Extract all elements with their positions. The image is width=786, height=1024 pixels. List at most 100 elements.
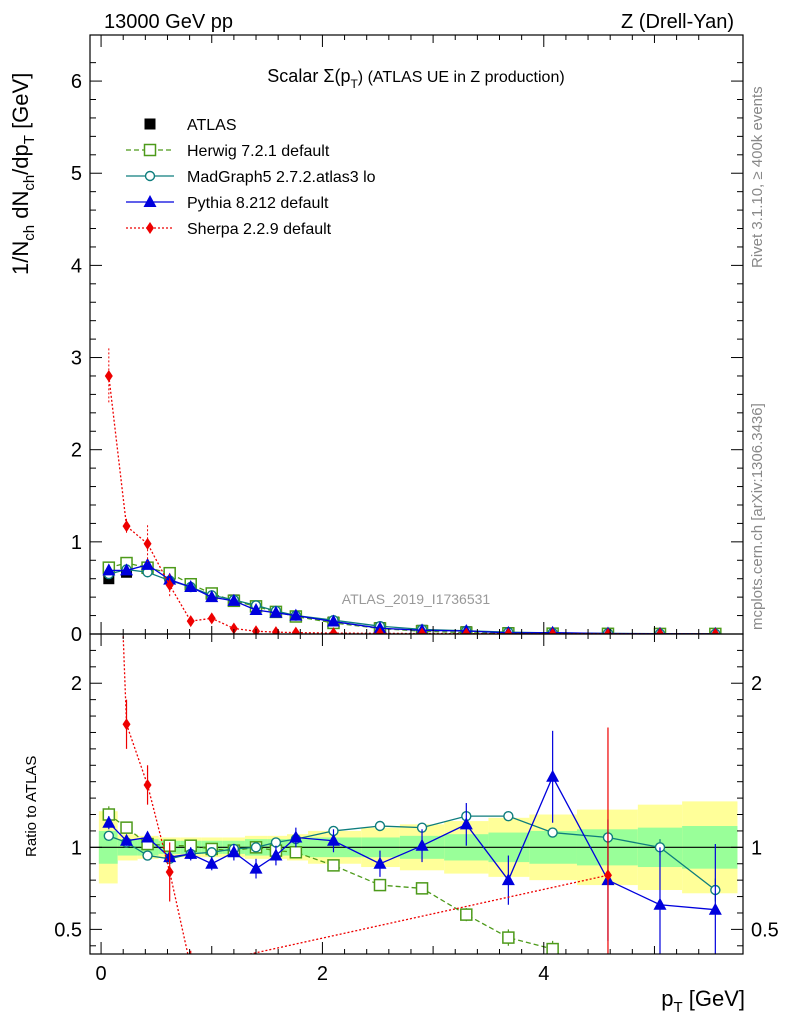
data-point [373,878,387,892]
data-point [546,942,559,954]
y-tick-label: 5 [71,163,82,185]
data-point [546,769,560,782]
data-point [501,873,515,886]
data-point [462,627,471,634]
data-point [326,614,340,627]
data-point [418,627,427,634]
y-tick-label: 1 [71,837,82,859]
y-tick-label: 0.5 [54,919,82,941]
data-point [249,861,263,874]
data-point [184,846,198,859]
data-point [122,718,131,731]
data-point [655,627,664,634]
data-point [327,859,340,872]
y-tick-label-right: 0.5 [751,919,779,941]
data-point [105,251,113,263]
data-point [227,845,241,858]
legend-entry-sherpa-2-2-9-default: Sherpa 2.2.9 default [126,221,332,238]
data-point [415,838,429,851]
legend-entry-pythia-8-212-default: Pythia 8.212 default [126,195,329,212]
data-point [102,563,116,576]
data-point [205,590,219,603]
data-point [143,778,152,791]
data-point [289,608,303,621]
data-point [503,810,514,822]
data-point [102,815,116,828]
data-point [415,882,429,895]
legend-marker [143,195,157,207]
legend-label: Sherpa 2.2.9 default [187,221,332,238]
legend: ATLAS Herwig 7.2.1 default MadGraph5 2.7.2… [126,117,376,238]
data-point [250,842,262,853]
legend-label: Herwig 7.2.1 default [187,143,330,160]
main-ylabel: 1/Nch dNch/dpT [GeV] [8,73,38,275]
data-point [141,557,155,570]
data-point [186,615,195,628]
y-tick-label: 3 [71,348,82,370]
x-tick-label: 0 [96,963,107,985]
legend-label: Pythia 8.212 default [187,195,329,212]
main-panel-series [102,348,722,634]
data-point [375,627,384,634]
legend-marker [143,143,157,157]
series-line [122,634,609,954]
legend-entry-atlas: ATLAS [144,117,237,134]
ratio-series-sherpa-2-2-9-default [105,251,612,973]
data-point [504,627,513,634]
data-point [143,537,152,550]
rivet-label: Rivet 3.1.10, ≥ 400k events [749,86,766,268]
data-point [291,626,300,634]
title-tail: ) (ATLAS UE in Z production) [358,69,565,86]
data-point [373,856,387,869]
data-point [653,897,667,910]
legend-marker [146,222,154,234]
data-point [374,820,386,832]
header-right: Z (Drell-Yan) [621,11,734,33]
ratio-frame [89,633,744,955]
series-line [108,813,553,950]
legend-label: MadGraph5 2.7.2.atlas3 lo [187,169,376,186]
legend-label: ATLAS [187,117,237,134]
x-tick-label: 2 [317,963,328,985]
data-point [326,833,340,846]
data-point [548,627,557,634]
ratio-ylabel: Ratio to ATLAS [23,756,40,857]
plot-title: Scalar Σ(pT) (ATLAS UE in Z production) [267,66,564,91]
data-point [269,848,283,861]
data-point [227,593,241,606]
axes-frames: 0 2 4 0 1 2 3 4 5 6 0.5 0.5 1 1 2 2 [54,34,779,985]
data-point [120,833,134,846]
data-point [141,830,155,843]
y-tick-label-right: 1 [751,837,762,859]
data-point [603,869,612,882]
mcplots-label: mcplots.cern.ch [arXiv:1306.3436] [749,403,766,630]
data-point [120,821,133,834]
data-point [460,908,473,921]
title-sub: T [350,77,358,91]
data-point [120,563,134,576]
data-point [271,626,280,634]
legend-entry-herwig-7-2-1-default: Herwig 7.2.1 default [126,143,330,160]
y-tick-label: 0 [71,624,82,646]
data-point [289,830,303,843]
data-point [708,902,722,915]
title-main: Scalar Σ(p [267,66,350,86]
data-point [711,627,720,634]
data-point [270,837,282,848]
data-point [165,579,174,592]
y-tick-label: 1 [71,532,82,554]
y-tick-label: 2 [71,673,82,695]
header-left: 13000 GeV pp [104,11,233,33]
data-point [142,850,153,861]
data-point [187,961,195,973]
legend-marker [144,170,156,182]
x-axis-label: pT [GeV] [661,986,745,1016]
data-point [184,580,198,593]
data-point [229,622,238,634]
data-point [206,847,217,858]
y-tick-label: 6 [71,71,82,93]
data-point [547,827,558,838]
data-point [502,931,515,944]
data-point [104,369,113,382]
